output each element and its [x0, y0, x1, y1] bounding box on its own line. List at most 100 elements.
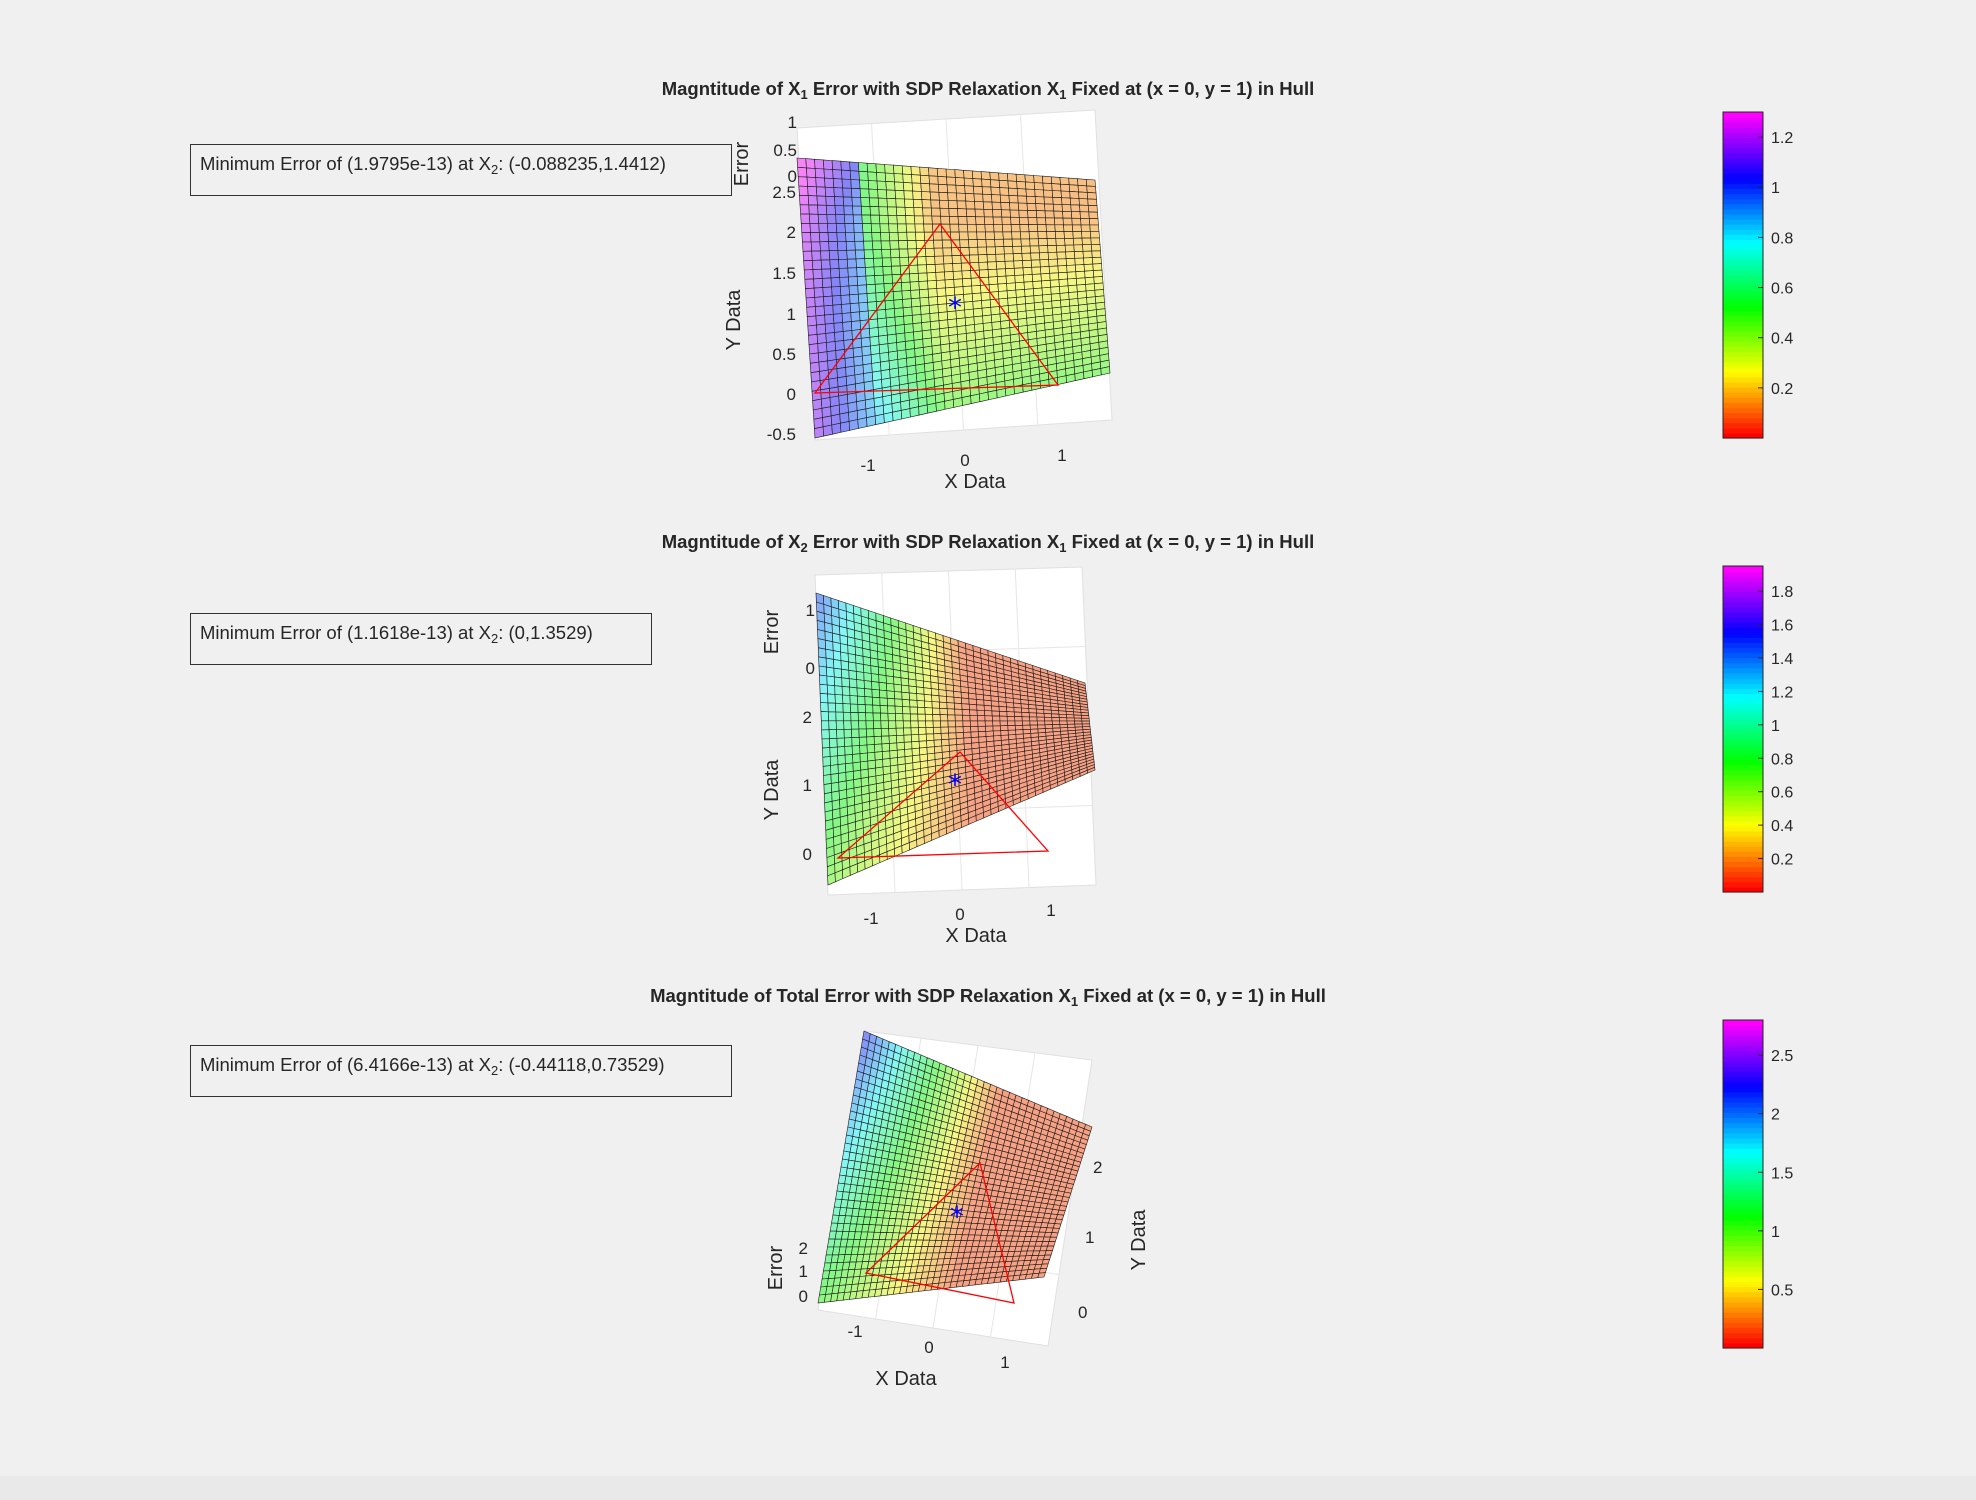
colorbar-tick-label: 2.5 — [1771, 1048, 1793, 1065]
surface-cell — [805, 158, 816, 169]
surface-cell — [860, 205, 871, 216]
colorbar-segment — [1723, 1317, 1763, 1323]
surface-cell — [990, 313, 1001, 323]
surface-cell — [1070, 211, 1081, 219]
colorbar-segment — [1723, 432, 1763, 439]
colorbar-segment — [1723, 1107, 1763, 1113]
colorbar: 0.5 1 1.5 2 2.5 — [1722, 1019, 1793, 1349]
surface-cell — [1043, 196, 1054, 205]
surface-cell — [850, 311, 861, 322]
surface-cell — [863, 672, 872, 682]
surface-cell — [866, 736, 875, 746]
surface-cell — [1007, 729, 1017, 736]
surface-cell — [1007, 304, 1018, 314]
colorbar-tick-label: 2 — [1771, 1107, 1780, 1124]
surface-cell — [849, 703, 859, 713]
surface-cell — [873, 735, 883, 745]
surface-cell — [896, 349, 907, 360]
colorbar-segment — [1723, 647, 1763, 654]
surface-cell — [877, 317, 888, 328]
surface-cell — [840, 660, 850, 671]
colorbar-segment — [1723, 713, 1763, 720]
y-tick-label: 2 — [803, 708, 812, 727]
surface-cell — [1013, 267, 1024, 276]
colorbar-segment — [1723, 208, 1763, 215]
colorbar-segment — [1723, 601, 1763, 608]
surface-cell — [856, 679, 865, 689]
surface-cell — [929, 312, 940, 323]
colorbar-segment — [1723, 1260, 1763, 1267]
surface-cell — [1041, 286, 1052, 296]
surface-cell — [905, 348, 916, 359]
surface-cell — [1073, 250, 1084, 259]
x-tick-label: -1 — [847, 1322, 862, 1341]
surface-cell — [811, 250, 822, 261]
surface-cell — [1066, 264, 1077, 273]
surface-cell — [830, 764, 839, 775]
surface-cell — [838, 258, 849, 269]
colorbar-tick-label: 0.2 — [1771, 381, 1793, 398]
surface-cell — [1052, 203, 1063, 212]
surface-cell — [998, 710, 1008, 717]
surface-cell — [894, 181, 905, 192]
surface-cell — [887, 720, 897, 729]
surface-cell — [1042, 293, 1053, 303]
surface-cell — [919, 747, 928, 756]
surface-cell — [982, 322, 993, 332]
surface-cell — [842, 196, 853, 207]
surface-cell — [880, 720, 889, 729]
surface-cell — [841, 312, 852, 323]
surface-cell — [952, 270, 963, 280]
surface-cell — [1079, 204, 1090, 213]
colorbar-segment — [1723, 229, 1763, 235]
plot-title-3: Magntitude of Total Error with SDP Relax… — [650, 985, 1326, 1009]
surface-cell — [1033, 301, 1044, 311]
surface-cell — [992, 725, 1002, 732]
surface-cell — [941, 738, 950, 747]
colorbar-segment — [1723, 244, 1763, 251]
hull-triangle — [836, 751, 1050, 859]
colorbar-segment — [1723, 1173, 1763, 1180]
surface-cell — [937, 183, 948, 194]
colorbar-segment — [1723, 861, 1763, 868]
surface-cell — [1081, 231, 1092, 239]
surface-cell — [919, 296, 930, 307]
surface-cell — [853, 232, 864, 242]
surface-cell — [946, 708, 956, 716]
surface-cell — [851, 196, 862, 207]
surface-cell — [844, 356, 855, 368]
surface-cell — [1073, 714, 1082, 719]
surface-cell — [924, 247, 935, 257]
surface-cell — [820, 720, 830, 731]
surface-cell — [1078, 198, 1089, 206]
colorbar-tick-label: 0.8 — [1771, 230, 1793, 247]
surface-cell — [905, 215, 916, 225]
surface-cell — [893, 307, 904, 318]
surface-cell — [948, 208, 959, 217]
surface-cell — [1041, 1259, 1051, 1265]
surface-cell — [874, 283, 885, 294]
surface-cell — [871, 370, 882, 382]
surface-cell — [1013, 707, 1023, 713]
surface-cell — [820, 250, 831, 261]
surface-cell — [911, 182, 922, 192]
surface-cell — [925, 733, 935, 742]
surface-cell — [849, 686, 858, 697]
colorbar-segment — [1723, 254, 1763, 261]
surface-cell — [873, 266, 884, 276]
surface-cell — [903, 741, 913, 750]
colorbar-segment — [1723, 1194, 1763, 1200]
surface-cell — [940, 215, 951, 225]
surface-cell — [1031, 273, 1042, 282]
colorbar-tick-label: 1.8 — [1771, 584, 1793, 601]
surface-cell — [915, 686, 925, 695]
surface-cell — [961, 703, 970, 711]
surface-cell — [965, 331, 976, 342]
surface-cell — [1079, 211, 1090, 219]
surface-cell — [871, 231, 882, 242]
surface-cell — [1062, 217, 1073, 226]
surface-cell — [987, 268, 998, 278]
surface-cell — [887, 712, 897, 722]
surface-cell — [932, 231, 943, 241]
surface-cell — [1067, 278, 1078, 287]
